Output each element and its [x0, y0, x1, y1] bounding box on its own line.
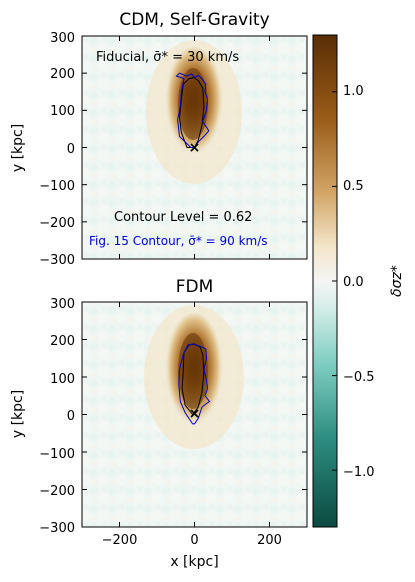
- bottom-panel: FDM × 300 200 100 0 −100 −200 −300 −200 …: [10, 277, 308, 570]
- bottom-y-tick-label-200: 200: [50, 334, 75, 349]
- top-y-tick-label-200: 200: [50, 67, 75, 82]
- bottom-blue-contour: [178, 343, 211, 425]
- bottom-y-tick-label-100: 100: [50, 372, 75, 387]
- colorbar-tick-label-1-0: 1.0: [343, 84, 364, 99]
- top-panel-title: CDM, Self-Gravity: [119, 10, 269, 30]
- bottom-y-tick-label-0: 0: [67, 409, 75, 424]
- x-axis-label: x [kpc]: [170, 554, 218, 570]
- top-y-tick-label-minus-300: −300: [39, 253, 75, 268]
- bottom-x-tick-label-minus-200: −200: [102, 533, 138, 548]
- top-x-ticks: [119, 36, 270, 259]
- top-y-tick-label-minus-200: −200: [39, 216, 75, 231]
- bottom-y-tick-label-minus-100: −100: [39, 447, 75, 462]
- top-annotation-fig15-contour: Fig. 15 Contour, σ̄* = 90 km/s: [89, 234, 268, 248]
- top-panel: CDM, Self-Gravity × 300 200 100 0 −100 −…: [10, 10, 308, 268]
- top-y-tick-label-100: 100: [50, 104, 75, 119]
- top-blue-contour: [175, 72, 210, 148]
- colorbar-tick-label-minus-1-0: −1.0: [343, 465, 375, 480]
- colorbar-ticks: [332, 91, 337, 471]
- bottom-x-tick-label-200: 200: [257, 533, 282, 548]
- bottom-y-tick-label-minus-200: −200: [39, 484, 75, 499]
- bottom-y-tick-label-300: 300: [50, 297, 75, 312]
- bottom-x-ticks: [119, 302, 270, 527]
- colorbar-tick-label-0-0: 0.0: [343, 275, 364, 290]
- bottom-y-tick-label-minus-300: −300: [39, 521, 75, 536]
- top-y-axis-label: y [kpc]: [10, 124, 26, 172]
- bottom-black-contour: [181, 343, 205, 416]
- top-annotation-contour-level: Contour Level = 0.62: [114, 210, 252, 225]
- colorbar-tick-label-0-5: 0.5: [343, 179, 364, 194]
- top-center-marker: ×: [189, 140, 201, 156]
- top-y-tick-label-300: 300: [50, 31, 75, 46]
- top-annotation-fiducial: Fiducial, σ̄* = 30 km/s: [96, 50, 239, 65]
- top-y-tick-label-minus-100: −100: [39, 179, 75, 194]
- bottom-y-ticks: [82, 301, 307, 528]
- bottom-x-tick-label-0: 0: [190, 533, 198, 548]
- top-y-tick-label-0: 0: [67, 142, 75, 157]
- colorbar: 1.0 0.5 0.0 −0.5 −1.0 δσz*: [312, 34, 405, 528]
- bottom-y-axis-label: y [kpc]: [10, 390, 26, 438]
- top-black-contour: [178, 77, 205, 148]
- top-y-ticks: [82, 35, 307, 260]
- bottom-center-marker: ×: [189, 406, 201, 422]
- bottom-panel-title: FDM: [176, 277, 214, 297]
- colorbar-label: δσz*: [389, 265, 405, 297]
- colorbar-tick-label-minus-0-5: −0.5: [343, 370, 375, 385]
